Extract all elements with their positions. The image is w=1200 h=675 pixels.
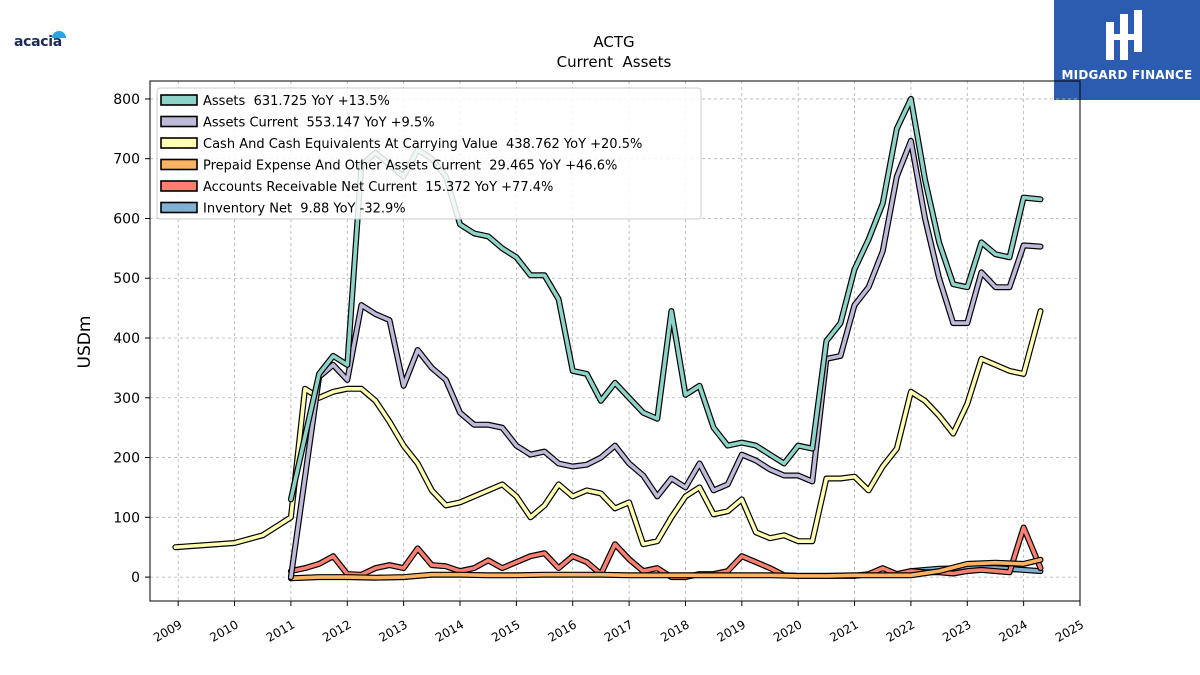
y-tick-label: 500: [113, 271, 140, 287]
x-tick-label: 2022: [884, 617, 917, 644]
legend-swatch: [160, 158, 198, 171]
y-tick-label: 700: [113, 152, 140, 168]
x-tick-label: 2012: [320, 617, 353, 644]
legend-label: Cash And Cash Equivalents At Carrying Va…: [203, 137, 642, 152]
legend-label: Prepaid Expense And Other Assets Current…: [203, 159, 617, 174]
y-tick-label: 400: [113, 331, 140, 347]
plot-frame: [149, 80, 1081, 602]
series-line: [173, 309, 1043, 549]
y-tick-label: 300: [113, 391, 140, 407]
legend-label: Accounts Receivable Net Current 15.372 Y…: [203, 180, 553, 195]
midgard-emblem-icon: [1106, 10, 1142, 60]
x-tick-label: 2025: [1053, 617, 1086, 644]
midgard-finance-text: MIDGARD FINANCE: [1061, 68, 1193, 82]
x-tick-label: 2009: [151, 617, 184, 644]
x-tick-label: 2014: [433, 617, 466, 644]
y-axis-label: USDm: [75, 316, 95, 369]
legend-swatch: [160, 180, 198, 192]
legend-swatch: [160, 115, 198, 128]
legend-swatch: [160, 137, 198, 149]
x-tick-label: 2016: [546, 617, 579, 644]
x-tick-label: 2011: [264, 617, 297, 644]
series-group: [172, 95, 1044, 582]
y-tick-label: 600: [113, 211, 140, 227]
x-tick-label: 2013: [376, 617, 409, 644]
chart-subtitle: Current Assets: [557, 53, 672, 71]
x-tick-label: 2019: [715, 617, 748, 644]
x-tick-label: 2024: [996, 617, 1029, 644]
x-tick-label: 2015: [489, 617, 522, 644]
legend-label: Assets Current 553.147 YoY +9.5%: [203, 116, 435, 131]
x-tick-label: 2010: [207, 617, 240, 644]
chart-title: ACTG: [593, 33, 634, 51]
series-line: [289, 139, 1043, 579]
y-tick-label: 100: [113, 510, 140, 526]
acacia-logo: [14, 30, 84, 64]
legend-swatch: [160, 94, 198, 106]
y-tick-label: 0: [131, 570, 140, 586]
legend-label: Inventory Net 9.88 YoY -32.9%: [203, 202, 406, 217]
legend-label: Assets 631.725 YoY +13.5%: [203, 94, 390, 109]
legend-box: [156, 87, 702, 220]
legend: Assets 631.725 YoY +13.5% Assets Current …: [156, 87, 702, 220]
x-tick-label: 2020: [771, 617, 804, 644]
x-tick-label: 2023: [940, 617, 973, 644]
legend-swatch: [160, 201, 198, 214]
midgard-finance-logo: MIDGARD FINANCE: [1054, 0, 1200, 100]
x-tick-label: 2018: [658, 617, 691, 644]
acacia-logo-text: acacia: [14, 34, 62, 50]
y-tick-label: 800: [113, 92, 140, 108]
series-line: [289, 558, 1043, 581]
x-tick-label: 2021: [827, 617, 860, 644]
x-tick-label: 2017: [602, 617, 635, 644]
y-tick-label: 200: [113, 451, 140, 467]
